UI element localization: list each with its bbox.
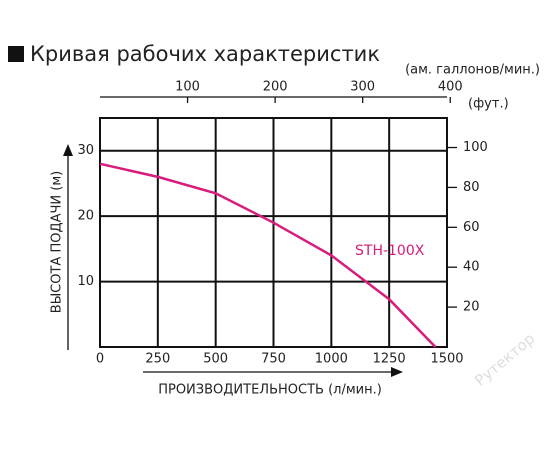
y-tick-label: 20 [77,209,94,224]
x-tick-label: 500 [203,352,228,367]
x-arrow-head [391,367,403,377]
y2-tick-label: 80 [463,180,480,195]
title-square [8,46,24,62]
x-tick-label: 1000 [315,352,348,367]
y-tick-label: 10 [77,274,94,289]
y-arrow-head [63,144,73,156]
watermark: Рутектор [471,329,538,389]
x2-axis-label: (ам. галлонов/мин.) [405,63,540,78]
y-tick-label: 30 [77,143,94,158]
x2-tick-label: 200 [263,80,288,95]
series-label: STH-100X [355,243,425,259]
y2-axis-label: (фут.) [468,97,509,112]
y2-tick-label: 40 [463,260,480,275]
x-tick-label: 1500 [430,352,463,367]
x2-tick-label: 100 [175,80,200,95]
x2-tick-label: 400 [438,80,463,95]
y2-tick-label: 60 [463,220,480,235]
x-tick-label: 750 [261,352,286,367]
x-tick-label: 0 [96,352,104,367]
x-tick-label: 250 [145,352,170,367]
series-line [99,162,437,348]
y2-tick-label: 100 [463,140,488,155]
x-axis-label: ПРОИЗВОДИТЕЛЬНОСТЬ (л/мин.) [158,383,382,398]
x-tick-label: 1250 [373,352,406,367]
y-axis-label: ВЫСОТА ПОДАЧИ (м) [50,171,65,313]
y2-tick-label: 20 [463,300,480,315]
x2-tick-label: 300 [350,80,375,95]
chart-title: Кривая рабочих характеристик [30,42,380,66]
